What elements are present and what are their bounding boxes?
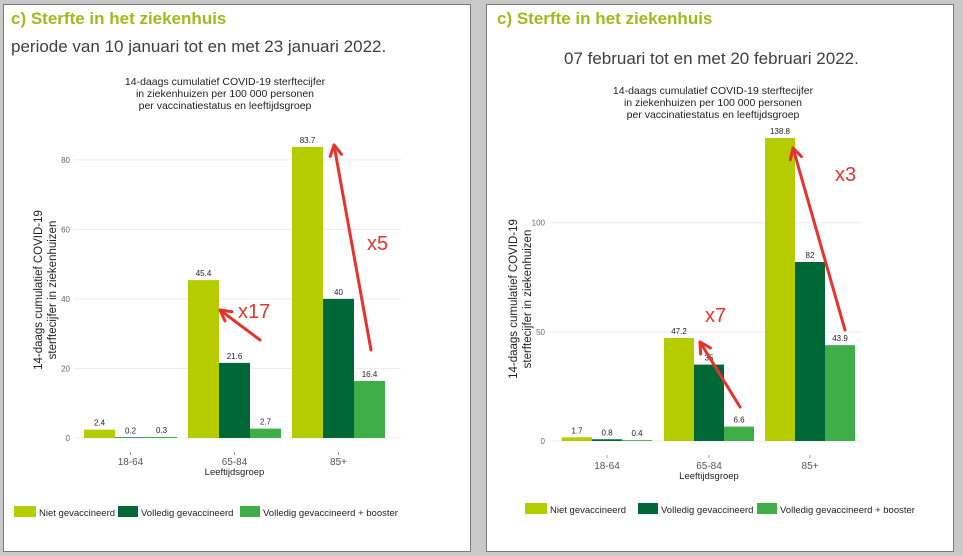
chart-title-line: 14-daags cumulatief COVID-19 sterftecijf… xyxy=(613,85,814,97)
bar xyxy=(622,440,652,441)
annotation-arrowhead xyxy=(788,146,803,162)
y-tick-label: 80 xyxy=(61,156,70,165)
bar xyxy=(115,437,146,438)
y-tick-label: 0 xyxy=(541,437,546,446)
legend-swatch xyxy=(757,503,777,514)
data-label: 138.8 xyxy=(770,127,791,136)
annotation-arrow xyxy=(698,340,742,409)
chart-title: 14-daags cumulatief COVID-19 sterftecijf… xyxy=(613,85,814,121)
data-label: 40 xyxy=(334,288,343,297)
chart-title-line: 14-daags cumulatief COVID-19 sterftecijf… xyxy=(125,76,326,88)
bar xyxy=(825,345,855,441)
bar xyxy=(592,439,622,441)
panel-period: 07 februari tot en met 20 februari 2022. xyxy=(564,49,859,68)
panel-heading: c) Sterfte in het ziekenhuis xyxy=(497,9,713,28)
bar xyxy=(323,298,354,438)
chart-panel-left: c) Sterfte in het ziekenhuis periode van… xyxy=(3,4,471,552)
data-label: 47.2 xyxy=(671,327,687,336)
x-tick-label: 65-84 xyxy=(696,461,722,472)
bar xyxy=(84,429,115,438)
data-label: 43.9 xyxy=(832,334,848,343)
data-label: 1.7 xyxy=(571,426,583,435)
y-axis-label: 14-daags cumulatief COVID-19 sterftecijfe… xyxy=(33,210,59,370)
bar xyxy=(354,380,385,438)
x-tick-label: 18-64 xyxy=(594,461,620,472)
annotation-multiplier: x7 xyxy=(705,305,726,327)
x-tick-label: 65-84 xyxy=(222,457,248,468)
y-tick-label: 60 xyxy=(61,225,70,234)
legend-label: Volledig gevaccineerd + booster xyxy=(780,505,915,516)
data-label: 6.6 xyxy=(733,416,745,425)
data-label: 82 xyxy=(806,251,815,260)
annotation-arrow xyxy=(218,308,262,342)
y-tick-label: 40 xyxy=(61,295,70,304)
y-axis-label-line: 14-daags cumulatief COVID-19 xyxy=(508,219,520,379)
bar-chart-left: 14-daags cumulatief COVID-19 sterftecijf… xyxy=(14,76,401,519)
chart-title-line: per vaccinatiestatus en leeftijdsgroep xyxy=(139,100,312,112)
x-axis-label: Leeftijdsgroep xyxy=(679,471,739,482)
chart-title: 14-daags cumulatief COVID-19 sterftecijf… xyxy=(125,76,326,112)
data-label: 16.4 xyxy=(362,370,378,379)
legend-swatch xyxy=(638,503,658,514)
panel-period: periode van 10 januari tot en met 23 jan… xyxy=(11,37,387,56)
x-tick-label: 18-64 xyxy=(118,457,144,468)
legend-label: Volledig gevaccineerd xyxy=(661,505,753,516)
bar xyxy=(146,436,177,438)
x-axis-label: Leeftijdsgroep xyxy=(205,467,265,478)
y-tick-label: 50 xyxy=(536,328,545,337)
y-tick-label: 20 xyxy=(61,364,70,373)
chart-title-line: in ziekenhuizen per 100 000 personen xyxy=(136,88,314,100)
bar xyxy=(562,437,592,441)
chart-title-line: in ziekenhuizen per 100 000 personen xyxy=(624,97,802,109)
x-tick-label: 85+ xyxy=(802,461,819,472)
legend-label: Volledig gevaccineerd + booster xyxy=(263,508,398,519)
annotation-arrowhead xyxy=(218,308,234,323)
legend-label: Niet gevaccineerd xyxy=(39,508,115,519)
annotation-multiplier: x5 xyxy=(367,233,388,255)
data-label: 2.7 xyxy=(260,418,272,427)
annotation-multiplier: x3 xyxy=(835,164,856,186)
legend-swatch xyxy=(118,506,138,517)
bar xyxy=(724,426,754,441)
data-label: 83.7 xyxy=(300,136,316,145)
annotation-arrowhead xyxy=(698,340,712,356)
bar xyxy=(694,364,724,441)
annotation-arrow xyxy=(791,146,847,332)
legend-swatch xyxy=(240,506,260,517)
bar xyxy=(664,337,694,441)
chart-title-line: per vaccinatiestatus en leeftijdsgroep xyxy=(627,109,800,121)
annotation-arrow xyxy=(332,143,373,352)
annotation-arrowhead xyxy=(328,143,344,158)
y-tick-label: 0 xyxy=(66,434,71,443)
legend-label: Niet gevaccineerd xyxy=(550,505,626,516)
data-label: 45.4 xyxy=(196,269,212,278)
bar xyxy=(795,261,825,441)
annotation-multiplier: x17 xyxy=(238,301,270,323)
y-axis-label: 14-daags cumulatief COVID-19 sterftecijfe… xyxy=(508,219,534,379)
y-tick-label: 100 xyxy=(532,219,546,228)
data-label: 21.6 xyxy=(227,352,243,361)
bar xyxy=(219,362,250,438)
bar xyxy=(188,280,219,438)
panel-heading: c) Sterfte in het ziekenhuis xyxy=(11,9,227,28)
legend-swatch xyxy=(525,503,547,514)
y-axis-label-line: sterftecijfer in ziekenhuizen xyxy=(522,230,534,369)
chart-panel-right: c) Sterfte in het ziekenhuis 07 februari… xyxy=(486,4,954,552)
y-axis-label-line: sterftecijfer in ziekenhuizen xyxy=(47,221,59,360)
data-label: 0.8 xyxy=(601,428,613,437)
data-label: 0.4 xyxy=(631,429,643,438)
x-tick-label: 85+ xyxy=(330,457,347,468)
bar xyxy=(765,138,795,441)
data-label: 2.4 xyxy=(94,419,106,428)
bar xyxy=(292,146,323,438)
data-label: 0.2 xyxy=(125,426,137,435)
legend-swatch xyxy=(14,506,36,517)
bar xyxy=(250,428,281,438)
bar-chart-right: 14-daags cumulatief COVID-19 sterftecijf… xyxy=(508,85,915,516)
legend-label: Volledig gevaccineerd xyxy=(141,508,233,519)
data-label: 0.3 xyxy=(156,426,168,435)
y-axis-label-line: 14-daags cumulatief COVID-19 xyxy=(33,210,45,370)
